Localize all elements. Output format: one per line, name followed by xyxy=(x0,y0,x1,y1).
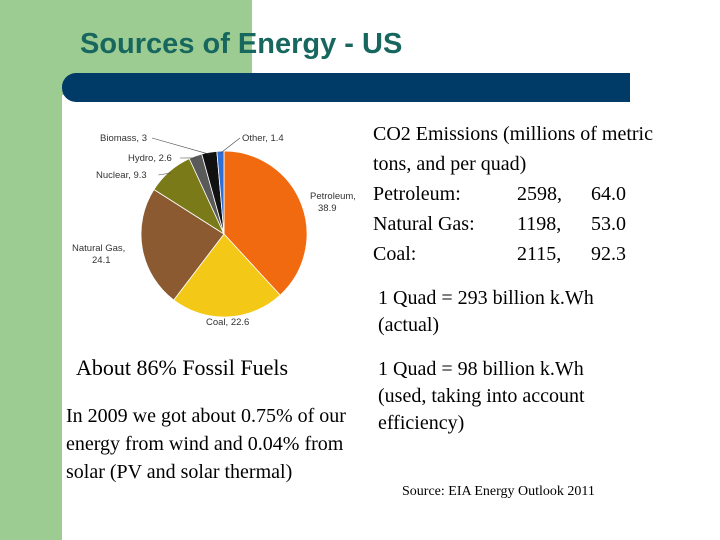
pie-label-hydro: Hydro, 2.6 xyxy=(128,153,172,164)
pie-leader-line xyxy=(151,137,210,155)
co2-per-quad: 64.0 xyxy=(591,183,626,205)
co2-tons: 1198, xyxy=(517,213,562,235)
co2-heading-line1: CO2 Emissions (millions of metric xyxy=(373,123,653,145)
wind-solar-note: In 2009 we got about 0.75% of our energy… xyxy=(66,405,346,483)
fossil-fuels-note: About 86% Fossil Fuels xyxy=(76,355,289,380)
co2-per-quad: 53.0 xyxy=(591,213,626,235)
source-citation: Source: EIA Energy Outlook 2011 xyxy=(402,484,595,499)
co2-row-petroleum: Petroleum: 2598, 64.0 xyxy=(373,179,718,209)
co2-fuel: Petroleum: xyxy=(373,183,461,205)
pie-slice-natural-gas xyxy=(140,188,225,301)
co2-per-quad: 92.3 xyxy=(591,243,626,265)
quad-used-line1: 1 Quad = 98 billion k.Wh xyxy=(378,358,584,380)
co2-heading-line2: tons, and per quad) xyxy=(373,153,527,175)
quad-actual-line2: (actual) xyxy=(378,314,440,336)
co2-row-natural-gas: Natural Gas: 1198, 53.0 xyxy=(373,209,718,239)
pie-label-natural-gas: Natural Gas, 24.1 xyxy=(72,243,125,266)
pie-slice-petroleum xyxy=(223,150,308,296)
pie-svg: Petroleum, 38.9 Coal, 22.6 Natural Gas, 24.1… xyxy=(72,133,356,328)
pie-label-other: Other, 1.4 xyxy=(242,133,284,144)
quad-used-note: 1 Quad = 98 billion k.Wh (used, taking i… xyxy=(378,356,585,437)
pie-slice-other xyxy=(216,150,225,235)
co2-tons: 2115, xyxy=(517,243,562,265)
energy-pie-chart: Petroleum, 38.9 Coal, 22.6 Natural Gas, 24.1… xyxy=(64,123,364,333)
pie-slice-coal xyxy=(173,233,281,318)
quad-used-line3: efficiency) xyxy=(378,412,465,434)
accent-band-left xyxy=(0,0,62,540)
pie-leader-line xyxy=(158,172,171,176)
co2-tons: 2598, xyxy=(517,183,562,205)
quad-used-line2: (used, taking into account xyxy=(378,385,585,407)
co2-fuel: Natural Gas: xyxy=(373,213,475,235)
quad-actual-note: 1 Quad = 293 billion k.Wh (actual) xyxy=(378,285,594,339)
pie-label-biomass: Biomass, 3 xyxy=(100,133,147,144)
quad-actual-line1: 1 Quad = 293 billion k.Wh xyxy=(378,287,594,309)
pie-label-petroleum: Petroleum, 38.9 xyxy=(310,191,356,214)
pie-label-coal: Coal, 22.6 xyxy=(206,317,249,328)
pie-label-nuclear: Nuclear, 9.3 xyxy=(96,170,147,181)
title-bar xyxy=(62,73,630,102)
co2-fuel: Coal: xyxy=(373,243,417,265)
co2-emissions-block: CO2 Emissions (millions of metric tons, … xyxy=(373,119,718,269)
co2-row-coal: Coal: 2115, 92.3 xyxy=(373,239,718,269)
pie-leader-line xyxy=(220,137,241,154)
slide-title: Sources of Energy - US xyxy=(80,28,403,60)
